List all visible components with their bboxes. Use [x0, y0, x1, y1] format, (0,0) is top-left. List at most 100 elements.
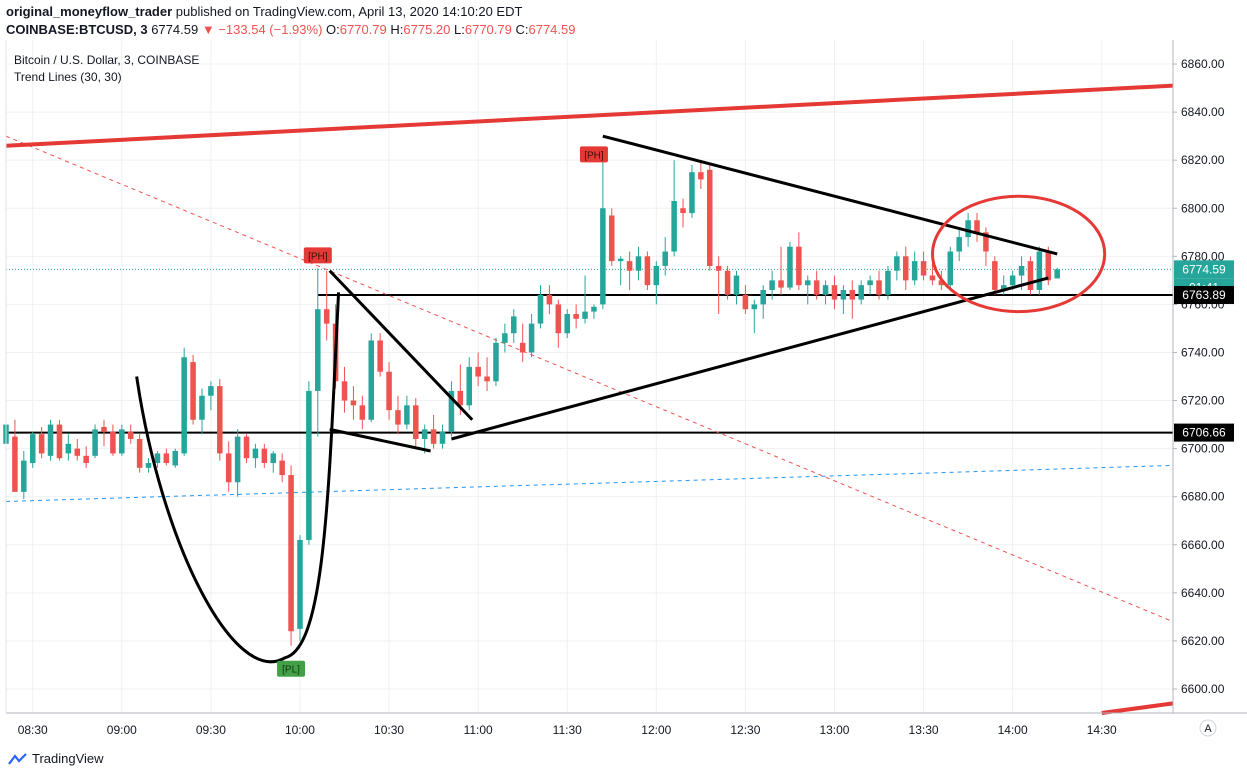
candle-body: [653, 265, 660, 286]
candle-body: [217, 386, 223, 454]
x-tick-label: 08:30: [18, 723, 48, 737]
chart-grid: [6, 40, 1173, 713]
open-label: O:: [326, 22, 340, 37]
candle-body: [413, 405, 419, 439]
price-tag-box: [1174, 423, 1234, 442]
candle-body: [163, 453, 170, 464]
y-tick-label: 6700.00: [1181, 442, 1225, 456]
open-value: 6770.79: [339, 22, 387, 37]
candle-body: [1054, 269, 1060, 279]
candle-body: [1009, 275, 1016, 286]
candle-body: [609, 215, 615, 262]
x-tick-label: 12:00: [641, 723, 671, 737]
candle-body: [537, 294, 544, 324]
footer-brand[interactable]: TradingView: [8, 751, 104, 766]
candle-body: [617, 258, 624, 262]
y-tick-label: 6640.00: [1181, 586, 1225, 600]
candle-body: [315, 309, 321, 391]
candle-body: [724, 270, 731, 295]
dashed-trend-lines: [5, 135, 1174, 623]
price-axis[interactable]: 6600.00 6620.00 6640.00 6660.00 6680.00 6700.…: [1173, 57, 1225, 696]
candle-body: [519, 342, 526, 353]
candle-body: [243, 436, 250, 459]
candle-body: [136, 438, 143, 468]
y-tick-label: 6740.00: [1181, 345, 1225, 359]
candle-body: [404, 405, 410, 425]
candle-body: [876, 280, 882, 295]
trend-line: [451, 276, 1049, 441]
candle-body: [680, 208, 686, 214]
candle-body: [947, 251, 954, 286]
candle-body: [127, 431, 134, 439]
close-value: 6774.59: [528, 22, 576, 37]
candle-body: [306, 390, 312, 540]
x-tick-label: 12:30: [730, 723, 760, 737]
candle-body: [65, 443, 72, 454]
horizontal-lines: [6, 268, 1173, 434]
candle-body: [101, 426, 107, 432]
candle-body: [564, 314, 570, 334]
pivot-label-box: [277, 660, 306, 677]
candle-body: [12, 436, 18, 492]
candle-body: [270, 453, 277, 464]
candle-body: [911, 261, 918, 281]
price-tag-text: 6763.89: [1182, 288, 1226, 302]
auto-scale-button[interactable]: A: [1199, 719, 1217, 737]
candle-body: [689, 172, 695, 214]
candle-body: [359, 405, 366, 420]
y-tick-label: 6720.00: [1181, 394, 1225, 408]
candle-body: [21, 460, 27, 492]
candle-body: [430, 429, 437, 444]
trend-line: [1101, 701, 1174, 715]
down-arrow-icon: ▼: [201, 22, 215, 37]
candle-body: [448, 390, 455, 432]
candle-body: [234, 436, 241, 483]
pivot-label-text: [PH]: [584, 150, 604, 161]
candle-body: [528, 323, 535, 353]
candle-body: [662, 251, 668, 266]
auto-scale-icon: A: [1204, 723, 1212, 735]
y-tick-label: 6840.00: [1181, 105, 1225, 119]
pivot-label-text: [PH]: [308, 251, 328, 262]
candle-body: [484, 376, 490, 382]
candle-body: [635, 256, 642, 271]
candle-body: [840, 289, 847, 300]
candle-body: [573, 314, 579, 319]
candle-body: [439, 431, 446, 444]
candle-body: [350, 400, 357, 406]
price-tag-text: 6774.59: [1182, 262, 1226, 276]
candle-body: [341, 381, 348, 401]
candle-body: [929, 275, 936, 281]
candle-body: [894, 256, 900, 271]
trend-line: [5, 464, 1174, 502]
high-label: H:: [390, 22, 404, 37]
publish-info: published on TradingView.com, April 13, …: [175, 4, 523, 19]
symbol-label: COINBASE:BTCUSD, 3: [6, 22, 148, 37]
candle-body: [1018, 265, 1025, 276]
candle-body: [822, 285, 829, 295]
drawings: [5, 83, 1174, 715]
x-tick-label: 11:30: [553, 723, 582, 737]
time-axis[interactable]: 08:30 09:00 09:30 10:00 10:30 11:00 11:30 12:00…: [18, 723, 1117, 737]
candle-body: [733, 275, 740, 295]
candle-body: [368, 340, 375, 420]
y-tick-label: 6620.00: [1181, 634, 1225, 648]
candle-body: [867, 280, 873, 286]
last-price: 6774.59: [151, 22, 199, 37]
candle-body: [983, 232, 989, 252]
candle-body: [208, 386, 214, 396]
publish-line: original_moneyflow_trader published on T…: [6, 4, 522, 19]
x-tick-label: 10:00: [285, 723, 315, 737]
cup-curve: [135, 292, 341, 664]
candle-body: [38, 434, 45, 454]
author-name[interactable]: original_moneyflow_trader: [6, 4, 173, 19]
candle-body: [974, 220, 980, 233]
trend-line: [5, 83, 1174, 148]
candle-body: [47, 424, 54, 456]
candle-body: [421, 429, 428, 439]
candle-body: [796, 246, 802, 286]
candle-body: [466, 366, 472, 406]
trend-line: [602, 134, 1058, 256]
